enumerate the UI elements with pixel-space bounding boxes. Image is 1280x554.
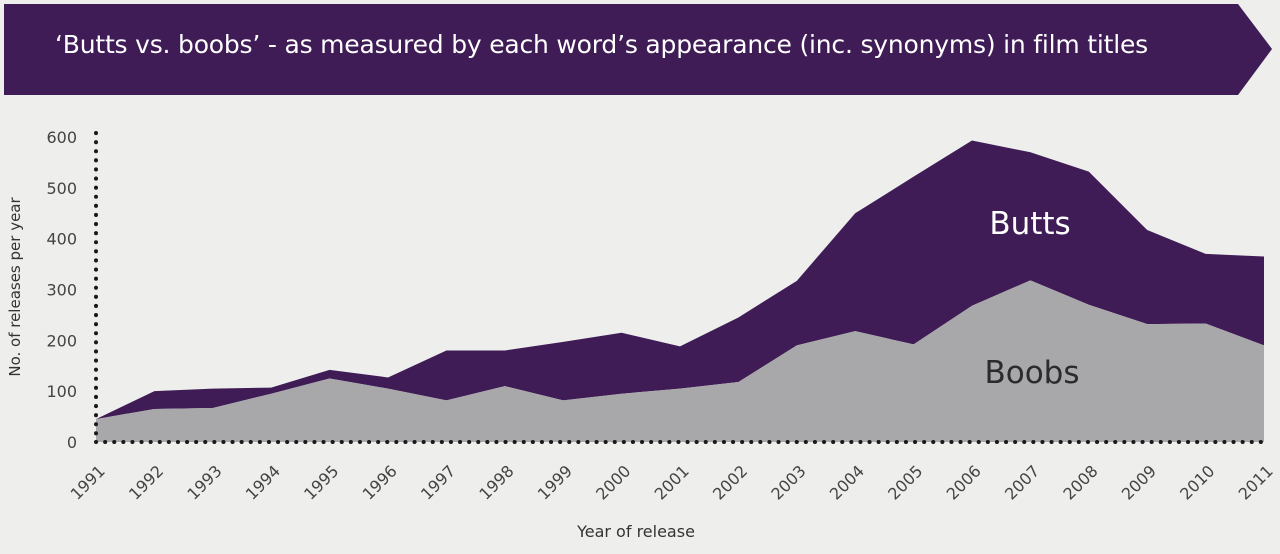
x-tick-label: 2005	[884, 461, 926, 503]
series-label-butts: Butts	[989, 206, 1070, 242]
x-tick-label: 2004	[826, 461, 868, 503]
x-tick-label: 2006	[943, 461, 985, 503]
x-tick-label: 1999	[534, 461, 576, 503]
x-tick-label: 1996	[359, 461, 401, 503]
x-tick-label: 1998	[475, 461, 517, 503]
series-label-boobs: Boobs	[984, 355, 1079, 391]
y-axis-label: No. of releases per year	[6, 197, 24, 377]
banner-arrow-shape	[4, 4, 1272, 95]
y-tick-label: 400	[46, 230, 77, 249]
x-tick-label: 2011	[1235, 461, 1277, 503]
x-tick-label: 1992	[125, 461, 167, 503]
chart-title: ‘Butts vs. boobs’ - as measured by each …	[55, 30, 1148, 59]
x-tick-label: 1995	[300, 461, 342, 503]
y-tick-label: 500	[46, 179, 77, 198]
title-banner	[4, 4, 1272, 95]
area-butts	[96, 140, 1264, 420]
x-tick-label: 2003	[767, 461, 809, 503]
y-tick-label: 300	[46, 281, 77, 300]
x-tick-label: 2000	[592, 461, 634, 503]
x-axis-label: Year of release	[576, 522, 695, 541]
x-tick-label: 1993	[183, 461, 225, 503]
x-tick-label: 2008	[1059, 461, 1101, 503]
area-boobs	[96, 280, 1264, 442]
y-tick-label: 0	[67, 433, 77, 452]
y-tick-label: 600	[46, 128, 77, 147]
y-tick-label: 100	[46, 382, 77, 401]
x-tick-label: 2002	[709, 461, 751, 503]
x-tick-label: 2001	[651, 461, 693, 503]
x-tick-label: 1994	[242, 461, 284, 503]
x-tick-label: 2010	[1176, 461, 1218, 503]
x-tick-label: 1991	[67, 461, 109, 503]
x-tick-label: 2007	[1001, 461, 1043, 503]
x-tick-label: 2009	[1118, 461, 1160, 503]
y-tick-label: 200	[46, 331, 77, 350]
x-tick-label: 1997	[417, 461, 459, 503]
